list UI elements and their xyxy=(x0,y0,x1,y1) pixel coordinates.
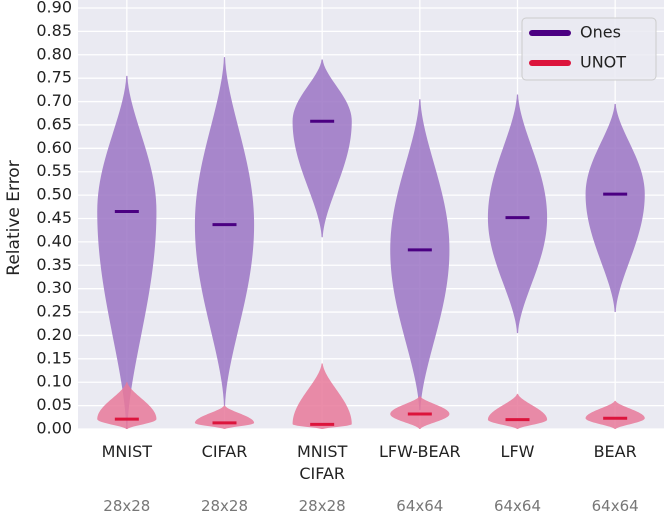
y-tick-label: 0.30 xyxy=(36,278,72,297)
y-tick-label: 0.55 xyxy=(36,161,72,180)
y-tick-label: 0.65 xyxy=(36,114,72,133)
x-tick-label: LFW xyxy=(500,442,535,461)
violin xyxy=(487,94,548,334)
violin xyxy=(97,382,157,429)
resolution-label: 64x64 xyxy=(396,497,444,514)
y-tick-label: 0.90 xyxy=(36,0,72,17)
y-tick-label: 0.35 xyxy=(36,255,72,274)
y-tick-label: 0.15 xyxy=(36,348,72,367)
violin xyxy=(97,75,157,430)
y-tick-label: 0.60 xyxy=(36,138,72,157)
x-tick-label: MNIST xyxy=(101,442,153,461)
y-tick-label: 0.20 xyxy=(36,325,72,344)
y-tick-label: 0.70 xyxy=(36,91,72,110)
y-tick-label: 0.45 xyxy=(36,208,72,227)
y-tick-label: 0.25 xyxy=(36,302,72,321)
y-tick-label: 0.50 xyxy=(36,185,72,204)
legend-label: Ones xyxy=(580,23,621,42)
y-axis-label: Relative Error xyxy=(4,160,24,275)
resolution-label: 64x64 xyxy=(591,497,639,514)
resolution-label: 64x64 xyxy=(493,497,542,514)
legend: Ones UNOT xyxy=(521,17,657,81)
y-tick-label: 0.40 xyxy=(36,231,72,250)
violin xyxy=(292,59,352,238)
legend-label: UNOT xyxy=(580,53,626,72)
x-tick-label: LFW-BEAR xyxy=(379,442,461,461)
y-tick-label: 0.75 xyxy=(36,68,72,87)
y-tick-label: 0.05 xyxy=(36,395,72,414)
y-tick-label: 0.80 xyxy=(36,44,72,63)
violin xyxy=(487,393,548,429)
resolution-label: 28x28 xyxy=(298,497,346,514)
x-tick-label: MNIST CIFAR xyxy=(296,442,348,483)
violin xyxy=(390,99,450,411)
violin xyxy=(194,405,255,429)
violin xyxy=(194,57,255,406)
x-tick-label: BEAR xyxy=(593,442,637,461)
y-tick-label: 0.10 xyxy=(36,372,72,391)
violin xyxy=(585,400,645,429)
x-tick-label: CIFAR xyxy=(201,442,248,461)
violin xyxy=(292,363,352,429)
violin xyxy=(585,103,645,313)
resolution-label: 28x28 xyxy=(200,497,249,514)
y-tick-label: 0.00 xyxy=(36,419,72,438)
y-tick-label: 0.85 xyxy=(36,21,72,40)
resolution-label: 28x28 xyxy=(103,497,151,514)
